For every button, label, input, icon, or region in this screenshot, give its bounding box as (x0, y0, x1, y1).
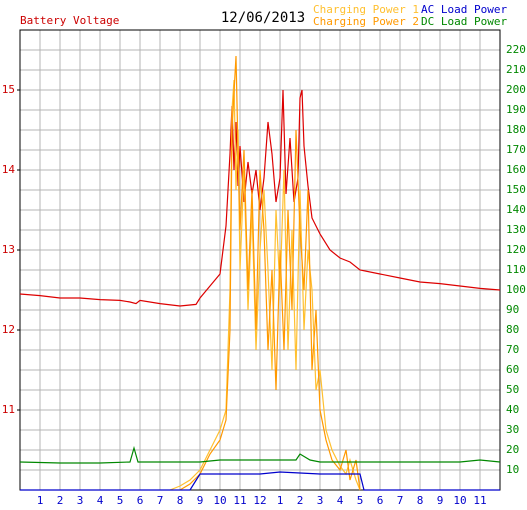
y2-tick-label: 210 (506, 63, 526, 76)
y2-tick-label: 100 (506, 283, 526, 296)
x-tick-label: 1 (277, 494, 284, 507)
y2-tick-label: 130 (506, 223, 526, 236)
y2-tick-label: 80 (506, 323, 519, 336)
x-tick-label: 4 (97, 494, 104, 507)
y2-tick-label: 60 (506, 363, 519, 376)
x-tick-label: 4 (337, 494, 344, 507)
x-tick-label: 7 (397, 494, 404, 507)
series-line (179, 55, 361, 491)
y2-tick-label: 20 (506, 443, 519, 456)
x-tick-label: 12 (253, 494, 266, 507)
x-tick-label: 5 (117, 494, 124, 507)
y-axis-title: Battery Voltage (20, 14, 119, 27)
y2-tick-label: 70 (506, 343, 519, 356)
y2-tick-label: 10 (506, 463, 519, 476)
y-tick-label: 12 (2, 323, 15, 336)
x-tick-label: 6 (137, 494, 144, 507)
legend-entry: Charging Power 2 (313, 15, 419, 28)
x-tick-label: 5 (357, 494, 364, 507)
plot-frame (19, 29, 501, 491)
y2-tick-label: 190 (506, 103, 526, 116)
y-tick-label: 11 (2, 403, 15, 416)
y-tick-label: 13 (2, 243, 15, 256)
x-tick-label: 8 (177, 494, 184, 507)
y2-tick-label: 90 (506, 303, 519, 316)
x-tick-label: 11 (473, 494, 486, 507)
legend-entry: AC Load Power (421, 3, 507, 16)
series-line (19, 445, 501, 464)
y2-tick-label: 200 (506, 83, 526, 96)
y2-tick-label: 220 (506, 43, 526, 56)
legend-entry: DC Load Power (421, 15, 507, 28)
y-tick-label: 15 (2, 83, 15, 96)
y2-tick-label: 170 (506, 143, 526, 156)
y2-tick-label: 180 (506, 123, 526, 136)
chart-title: 12/06/2013 (221, 10, 305, 26)
y2-tick-label: 120 (506, 243, 526, 256)
x-tick-label: 8 (417, 494, 424, 507)
y2-tick-label: 110 (506, 263, 526, 276)
y2-tick-label: 50 (506, 383, 519, 396)
y2-tick-label: 140 (506, 203, 526, 216)
y2-tick-label: 30 (506, 423, 519, 436)
x-tick-label: 9 (437, 494, 444, 507)
y2-tick-label: 40 (506, 403, 519, 416)
series-line (20, 471, 500, 491)
x-tick-label: 1 (37, 494, 44, 507)
x-tick-label: 3 (317, 494, 324, 507)
y2-tick-label: 160 (506, 163, 526, 176)
x-tick-label: 3 (77, 494, 84, 507)
x-tick-label: 10 (453, 494, 466, 507)
x-tick-label: 2 (297, 494, 304, 507)
x-tick-label: 2 (57, 494, 64, 507)
y-tick-label: 14 (2, 163, 16, 176)
y2-tick-label: 150 (506, 183, 526, 196)
x-tick-label: 10 (213, 494, 226, 507)
legend-entry: Charging Power 1 (313, 3, 419, 16)
x-tick-label: 9 (197, 494, 204, 507)
x-tick-label: 11 (233, 494, 246, 507)
series-line (169, 79, 361, 491)
x-tick-label: 7 (157, 494, 164, 507)
x-tick-label: 6 (377, 494, 384, 507)
